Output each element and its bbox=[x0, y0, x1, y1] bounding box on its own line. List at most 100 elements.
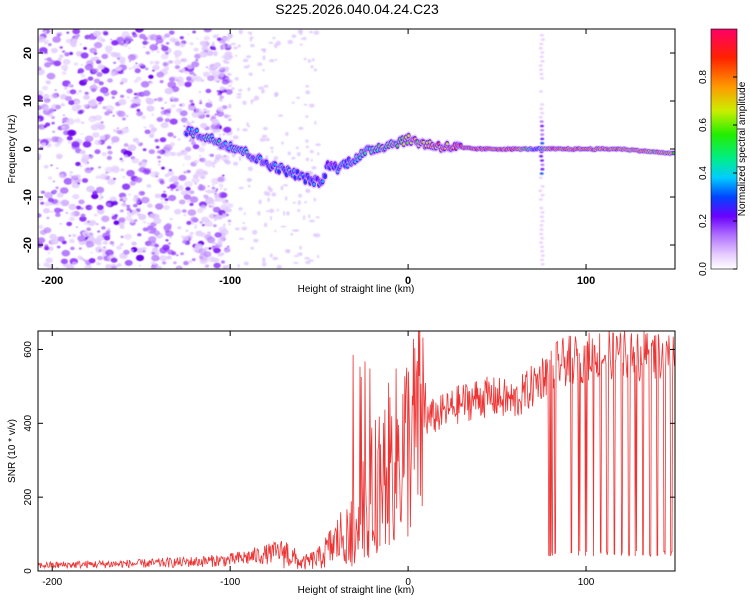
noise-blob bbox=[107, 78, 113, 83]
noise-blob bbox=[142, 90, 151, 97]
noise-blob bbox=[135, 76, 142, 81]
noise-blob bbox=[142, 250, 146, 253]
noise-blob bbox=[238, 207, 243, 211]
noise-blob bbox=[233, 46, 238, 50]
noise-blob bbox=[38, 111, 41, 115]
noise-blob bbox=[45, 257, 53, 264]
artifact-blob bbox=[540, 254, 545, 257]
noise-blob bbox=[96, 72, 103, 77]
noise-blob bbox=[199, 221, 203, 224]
snr-series-line bbox=[38, 331, 675, 570]
noise-blob bbox=[106, 145, 112, 150]
noise-blob bbox=[242, 128, 248, 132]
noise-blob bbox=[213, 224, 217, 228]
noise-blob bbox=[290, 232, 294, 236]
noise-blob bbox=[138, 264, 142, 267]
noise-blob bbox=[133, 97, 142, 104]
noise-blob bbox=[71, 141, 80, 148]
noise-blob bbox=[178, 108, 183, 112]
noise-blob bbox=[313, 30, 320, 35]
noise-blob bbox=[159, 115, 163, 118]
noise-blob bbox=[115, 66, 122, 72]
noise-blob bbox=[299, 43, 303, 46]
noise-blob bbox=[90, 251, 93, 254]
noise-blob bbox=[308, 30, 314, 34]
noise-blob bbox=[155, 42, 158, 45]
noise-blob bbox=[71, 105, 81, 112]
noise-blob bbox=[159, 80, 164, 84]
noise-blob bbox=[152, 227, 157, 231]
noise-blob bbox=[54, 142, 60, 147]
noise-blob bbox=[57, 236, 65, 242]
artifact-blob bbox=[538, 64, 543, 67]
ridge-core bbox=[302, 176, 306, 179]
noise-blob bbox=[121, 127, 130, 134]
noise-blob bbox=[116, 36, 124, 43]
noise-blob bbox=[293, 255, 300, 257]
artifact-blob bbox=[540, 59, 545, 63]
noise-blob bbox=[44, 244, 49, 248]
ridge-core bbox=[245, 150, 249, 154]
noise-blob bbox=[208, 205, 212, 208]
y-tick-label: 600 bbox=[23, 341, 34, 358]
noise-blob bbox=[117, 57, 120, 60]
y-tick-label: 10 bbox=[22, 95, 34, 107]
noise-blob bbox=[45, 80, 51, 85]
noise-blob bbox=[313, 68, 317, 72]
noise-blob bbox=[317, 254, 320, 259]
noise-blob bbox=[229, 208, 232, 213]
artifact-blob bbox=[538, 189, 543, 193]
noise-blob bbox=[221, 233, 226, 238]
ridge-core bbox=[189, 131, 193, 135]
noise-blob bbox=[131, 241, 137, 246]
noise-blob bbox=[203, 35, 210, 41]
noise-blob bbox=[214, 232, 222, 238]
noise-blob bbox=[119, 243, 124, 246]
noise-blob bbox=[81, 154, 90, 161]
noise-blob bbox=[69, 89, 77, 95]
noise-blob bbox=[231, 42, 236, 46]
noise-blob bbox=[116, 129, 123, 135]
noise-blob bbox=[162, 244, 170, 251]
noise-blob bbox=[96, 241, 102, 246]
noise-blob bbox=[122, 175, 126, 179]
noise-blob bbox=[192, 144, 200, 150]
noise-blob bbox=[174, 41, 181, 46]
noise-blob bbox=[168, 169, 172, 172]
noise-blob bbox=[314, 233, 321, 238]
noise-blob bbox=[192, 30, 197, 34]
noise-blob bbox=[80, 133, 84, 135]
noise-blob bbox=[214, 195, 218, 199]
noise-blob bbox=[99, 101, 102, 104]
noise-blob bbox=[123, 143, 129, 147]
noise-blob bbox=[99, 135, 106, 140]
noise-blob bbox=[86, 185, 95, 193]
noise-blob bbox=[168, 77, 175, 82]
snr-y-ticks: 0 200 400 600 bbox=[23, 341, 675, 574]
noise-blob bbox=[189, 190, 195, 195]
artifact-blob bbox=[539, 72, 544, 76]
noise-blob bbox=[164, 33, 171, 38]
noise-blob bbox=[200, 122, 208, 129]
noise-blob bbox=[174, 65, 180, 70]
noise-blob bbox=[38, 138, 41, 142]
noise-blob bbox=[247, 87, 251, 92]
noise-blob bbox=[305, 90, 311, 95]
artifact-blob bbox=[538, 198, 543, 201]
noise-blob bbox=[144, 67, 149, 71]
noise-blob bbox=[169, 98, 173, 101]
noise-blob bbox=[238, 29, 243, 35]
noise-blob bbox=[168, 194, 177, 202]
noise-blob bbox=[204, 220, 213, 227]
noise-blob bbox=[213, 160, 217, 165]
artifact-blob bbox=[538, 116, 543, 119]
noise-blob bbox=[282, 211, 286, 216]
noise-blob bbox=[221, 213, 227, 219]
noise-blob bbox=[136, 108, 141, 112]
noise-blob bbox=[86, 227, 92, 231]
artifact-blob bbox=[540, 77, 545, 80]
noise-blob bbox=[198, 90, 202, 93]
noise-blob bbox=[212, 128, 216, 134]
noise-blob bbox=[143, 126, 147, 129]
noise-blob bbox=[297, 209, 301, 213]
